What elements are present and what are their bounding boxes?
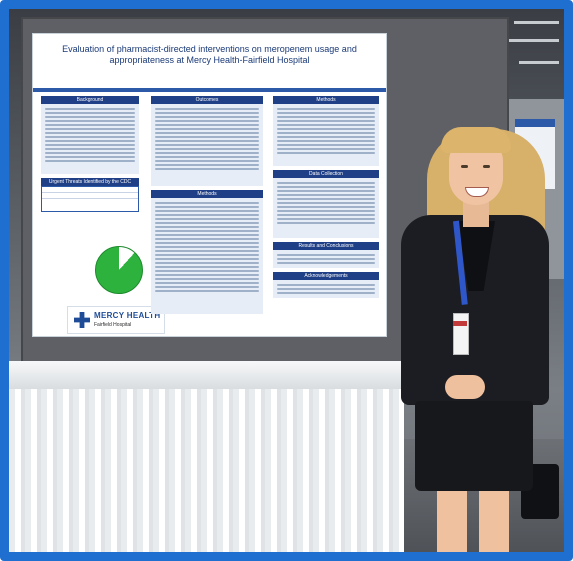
person-leg xyxy=(437,491,467,552)
poster-header-band xyxy=(33,88,386,92)
section-header-outcomes: Outcomes xyxy=(151,96,263,104)
person-skirt xyxy=(415,401,533,491)
display-table-top xyxy=(9,361,404,389)
section-body-methods xyxy=(151,198,263,314)
section-header-methods-2: Methods xyxy=(273,96,379,104)
person-hair-top xyxy=(441,127,511,153)
section-header-threats: Urgent Threats Identified by the CDC xyxy=(41,178,139,186)
pie-chart-graphic xyxy=(95,246,143,294)
person-eye xyxy=(483,165,490,168)
person-eye xyxy=(461,165,468,168)
name-badge xyxy=(453,313,469,355)
person-leg xyxy=(479,491,509,552)
section-header-methods: Methods xyxy=(151,190,263,198)
section-body-results xyxy=(273,250,379,268)
logo-wordmark: MERCY HEALTH xyxy=(94,311,161,320)
section-header-results: Results and Conclusions xyxy=(273,242,379,250)
mercy-health-logo: MERCY HEALTH Fairfield Hospital xyxy=(67,306,165,334)
name-badge-band xyxy=(453,321,467,326)
poster-title: Evaluation of pharmacist-directed interv… xyxy=(62,44,357,65)
poster-header: Evaluation of pharmacist-directed interv… xyxy=(33,34,386,88)
threats-table xyxy=(41,186,139,212)
logo-subtitle: Fairfield Hospital xyxy=(94,322,132,328)
research-poster: Evaluation of pharmacist-directed interv… xyxy=(33,34,386,336)
section-body-background xyxy=(41,104,139,174)
poster-column-left: Background Urgent Threats Identified by … xyxy=(41,96,139,212)
ceiling-light xyxy=(514,21,559,24)
ceiling-light xyxy=(509,39,559,42)
adjacent-poster-band xyxy=(515,119,555,127)
conference-scene: Evaluation of pharmacist-directed interv… xyxy=(9,9,564,552)
person-hands xyxy=(445,375,485,399)
section-header-data-collection: Data Collection xyxy=(273,170,379,178)
section-body-outcomes xyxy=(151,104,263,186)
poster-column-middle: Outcomes Methods xyxy=(151,96,263,314)
table-skirt xyxy=(9,389,404,552)
section-header-background: Background xyxy=(41,96,139,104)
section-header-acknowledgements: Acknowledgements xyxy=(273,272,379,280)
section-body-methods-2 xyxy=(273,104,379,166)
section-body-acknowledgements xyxy=(273,280,379,298)
cross-logo-icon xyxy=(74,312,90,328)
section-body-data-collection xyxy=(273,178,379,238)
person-neck xyxy=(463,201,489,227)
ceiling-light xyxy=(519,61,559,64)
poster-column-right: Methods Data Collection Results and Conc… xyxy=(273,96,379,298)
